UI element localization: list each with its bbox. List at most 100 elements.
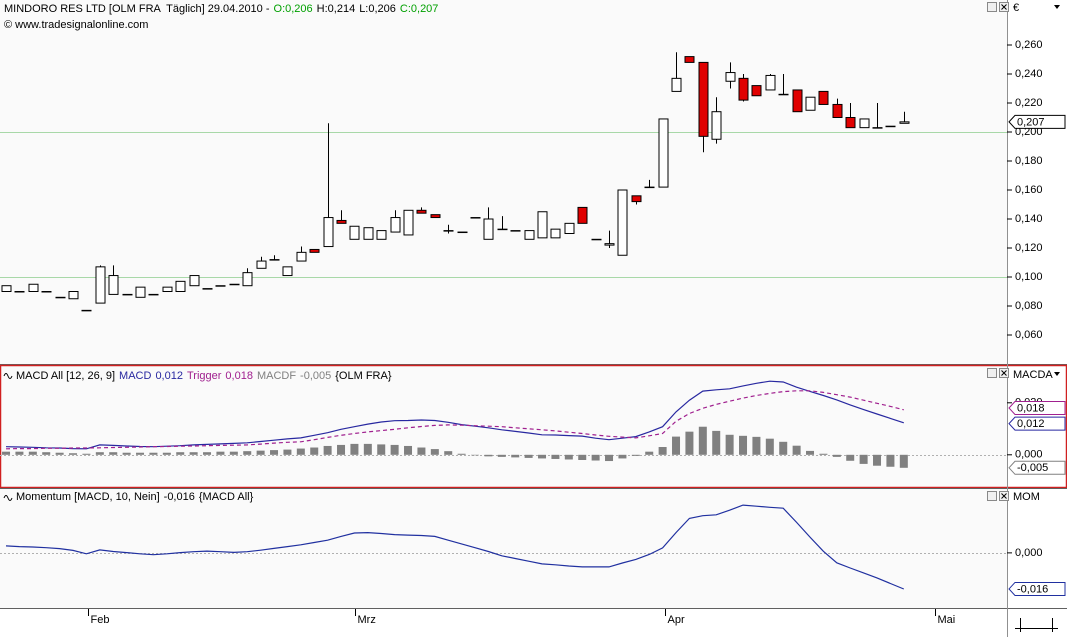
legend-value: -0,016 (164, 491, 195, 503)
histogram-bar (323, 445, 332, 455)
candle-body (483, 218, 494, 240)
y-tick-label: 0,240 (1015, 68, 1043, 80)
y-tick-label: 0,180 (1015, 155, 1043, 167)
histogram-bar (350, 443, 359, 455)
histogram-bar (82, 453, 91, 455)
histogram-bar (538, 454, 547, 459)
candle-body (81, 309, 92, 312)
candle-body (189, 275, 200, 287)
histogram-bar (551, 454, 560, 459)
y-tick-label: 0,160 (1015, 184, 1043, 196)
candle-body (510, 230, 521, 232)
histogram-bar (792, 445, 801, 455)
close-icon (1001, 370, 1007, 376)
y-tick-label: 0,120 (1015, 242, 1043, 254)
indicator-icon (3, 495, 13, 501)
histogram-bar (430, 449, 439, 455)
candle-body (122, 293, 133, 296)
histogram-bar (859, 454, 868, 464)
histogram-bar (899, 454, 908, 468)
value-tag-label: 0,012 (1017, 418, 1045, 430)
y-tick-label: 0,200 (1015, 126, 1043, 138)
unit: € (1013, 2, 1019, 14)
candle-body (818, 90, 829, 105)
histogram-bar (591, 454, 600, 461)
candle-body (591, 238, 602, 241)
maximize-button[interactable] (987, 2, 997, 12)
histogram-bar (672, 436, 681, 455)
histogram-bar (256, 450, 265, 455)
histogram-bar (765, 438, 774, 455)
histogram-bar (886, 454, 895, 467)
series-line (5, 390, 904, 450)
candle-body (202, 288, 213, 290)
histogram-bar (122, 452, 131, 455)
legend-value: -0,005 (300, 370, 331, 382)
histogram-bar (631, 454, 640, 456)
histogram-bar (417, 447, 426, 455)
dropdown[interactable] (1054, 372, 1060, 376)
value-tag (1008, 114, 1066, 129)
candle-body (282, 266, 293, 277)
histogram-bar (457, 453, 466, 455)
maximize-button[interactable] (987, 491, 997, 501)
candle-body (644, 186, 655, 189)
y-tick-label: 0,260 (1015, 39, 1043, 51)
candle-body (162, 286, 173, 292)
quote-open: O:0,206 (274, 3, 313, 15)
histogram-bar (725, 434, 734, 455)
legend-value: 0,012 (155, 370, 183, 382)
candle-body (845, 117, 856, 129)
histogram-bar (283, 449, 292, 455)
candle-body (28, 283, 39, 292)
histogram-bar (471, 454, 480, 456)
candle-body (832, 103, 843, 118)
candle-body (430, 214, 441, 219)
histogram-bar (484, 454, 493, 457)
y-tick-label: 0,100 (1015, 271, 1043, 283)
x-tick-label: Mrz (358, 614, 376, 626)
candle-body (41, 291, 52, 293)
price-panel (0, 0, 1007, 364)
candle-body (95, 266, 106, 304)
legend-name: MACD (119, 370, 151, 382)
histogram-bar (806, 450, 815, 455)
histogram-bar (444, 451, 453, 455)
histogram-bar (203, 452, 212, 455)
histogram-bar (363, 443, 372, 455)
momentum-panel (0, 489, 1007, 608)
indicator-icon (3, 373, 13, 379)
candle-body (470, 217, 481, 219)
y-tick-label: 0,060 (1015, 329, 1043, 341)
histogram-bar (832, 454, 841, 457)
histogram-bar (2, 451, 11, 455)
histogram-bar (109, 452, 118, 455)
y-tick-label: 0,140 (1015, 213, 1043, 225)
histogram-bar (243, 451, 252, 455)
histogram-bar (95, 452, 104, 455)
histogram-bar (846, 454, 855, 461)
source: {MACD All} (199, 491, 254, 503)
candle-body (550, 228, 561, 239)
candle-body (792, 89, 803, 113)
candle-body (349, 225, 360, 240)
histogram-bar (55, 452, 64, 455)
histogram-bar (578, 454, 587, 460)
histogram-bar (136, 452, 145, 455)
histogram-bar (752, 436, 761, 455)
candle-body (256, 260, 267, 269)
candle-body (390, 217, 401, 233)
maximize-button[interactable] (987, 368, 997, 378)
scroller[interactable] (1015, 618, 1058, 632)
candle-body (885, 125, 896, 128)
histogram-bar (739, 435, 748, 455)
candle-body (108, 275, 119, 295)
candle-body (671, 77, 682, 92)
histogram-bar (524, 454, 533, 458)
dropdown[interactable] (1054, 5, 1060, 9)
y-tick-label: 0,000 (1015, 547, 1043, 559)
y-tick-label: 0,080 (1015, 300, 1043, 312)
quote-low: L:0,206 (359, 3, 396, 15)
candle-body (403, 209, 414, 236)
